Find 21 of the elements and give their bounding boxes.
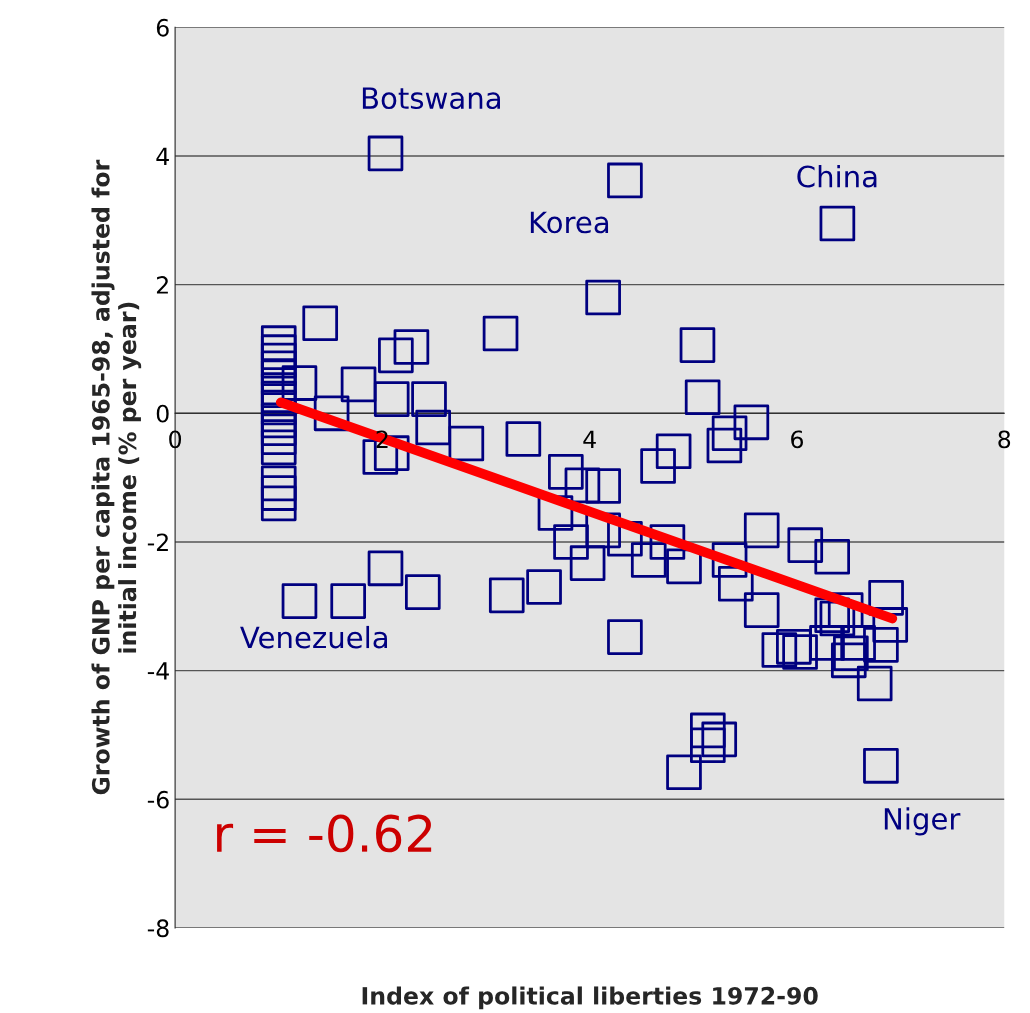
y-tick-label: 0 bbox=[156, 404, 169, 423]
y-tick-label: -6 bbox=[147, 790, 169, 809]
y-tick-label: 6 bbox=[156, 18, 169, 37]
x-tick-label: 0 bbox=[169, 430, 182, 449]
x-tick-label: 8 bbox=[998, 430, 1011, 449]
annotation: Korea bbox=[530, 211, 609, 234]
y-axis-title: Growth of GNP per capita 1965-98, adjusted for initial income (% per year) bbox=[91, 159, 142, 795]
y-tick-label: -2 bbox=[147, 533, 168, 551]
x-tick-label: 4 bbox=[583, 430, 596, 448]
annotation: Venezuela bbox=[240, 625, 387, 649]
y-tick-label: 4 bbox=[156, 147, 169, 165]
annotation: r = -0.62 bbox=[217, 814, 432, 853]
y-tick-label: 2 bbox=[156, 276, 168, 294]
annotation: Niger bbox=[884, 807, 961, 836]
x-tick-label: 2 bbox=[376, 430, 388, 448]
y-tick-label: -4 bbox=[147, 662, 169, 680]
x-axis-title: Index of political liberties 1972-90 bbox=[362, 986, 818, 1010]
annotation: China bbox=[797, 164, 877, 188]
annotation: Botswana bbox=[362, 87, 500, 110]
x-tick-label: 6 bbox=[791, 430, 803, 449]
y-tick-label: -8 bbox=[147, 919, 169, 938]
